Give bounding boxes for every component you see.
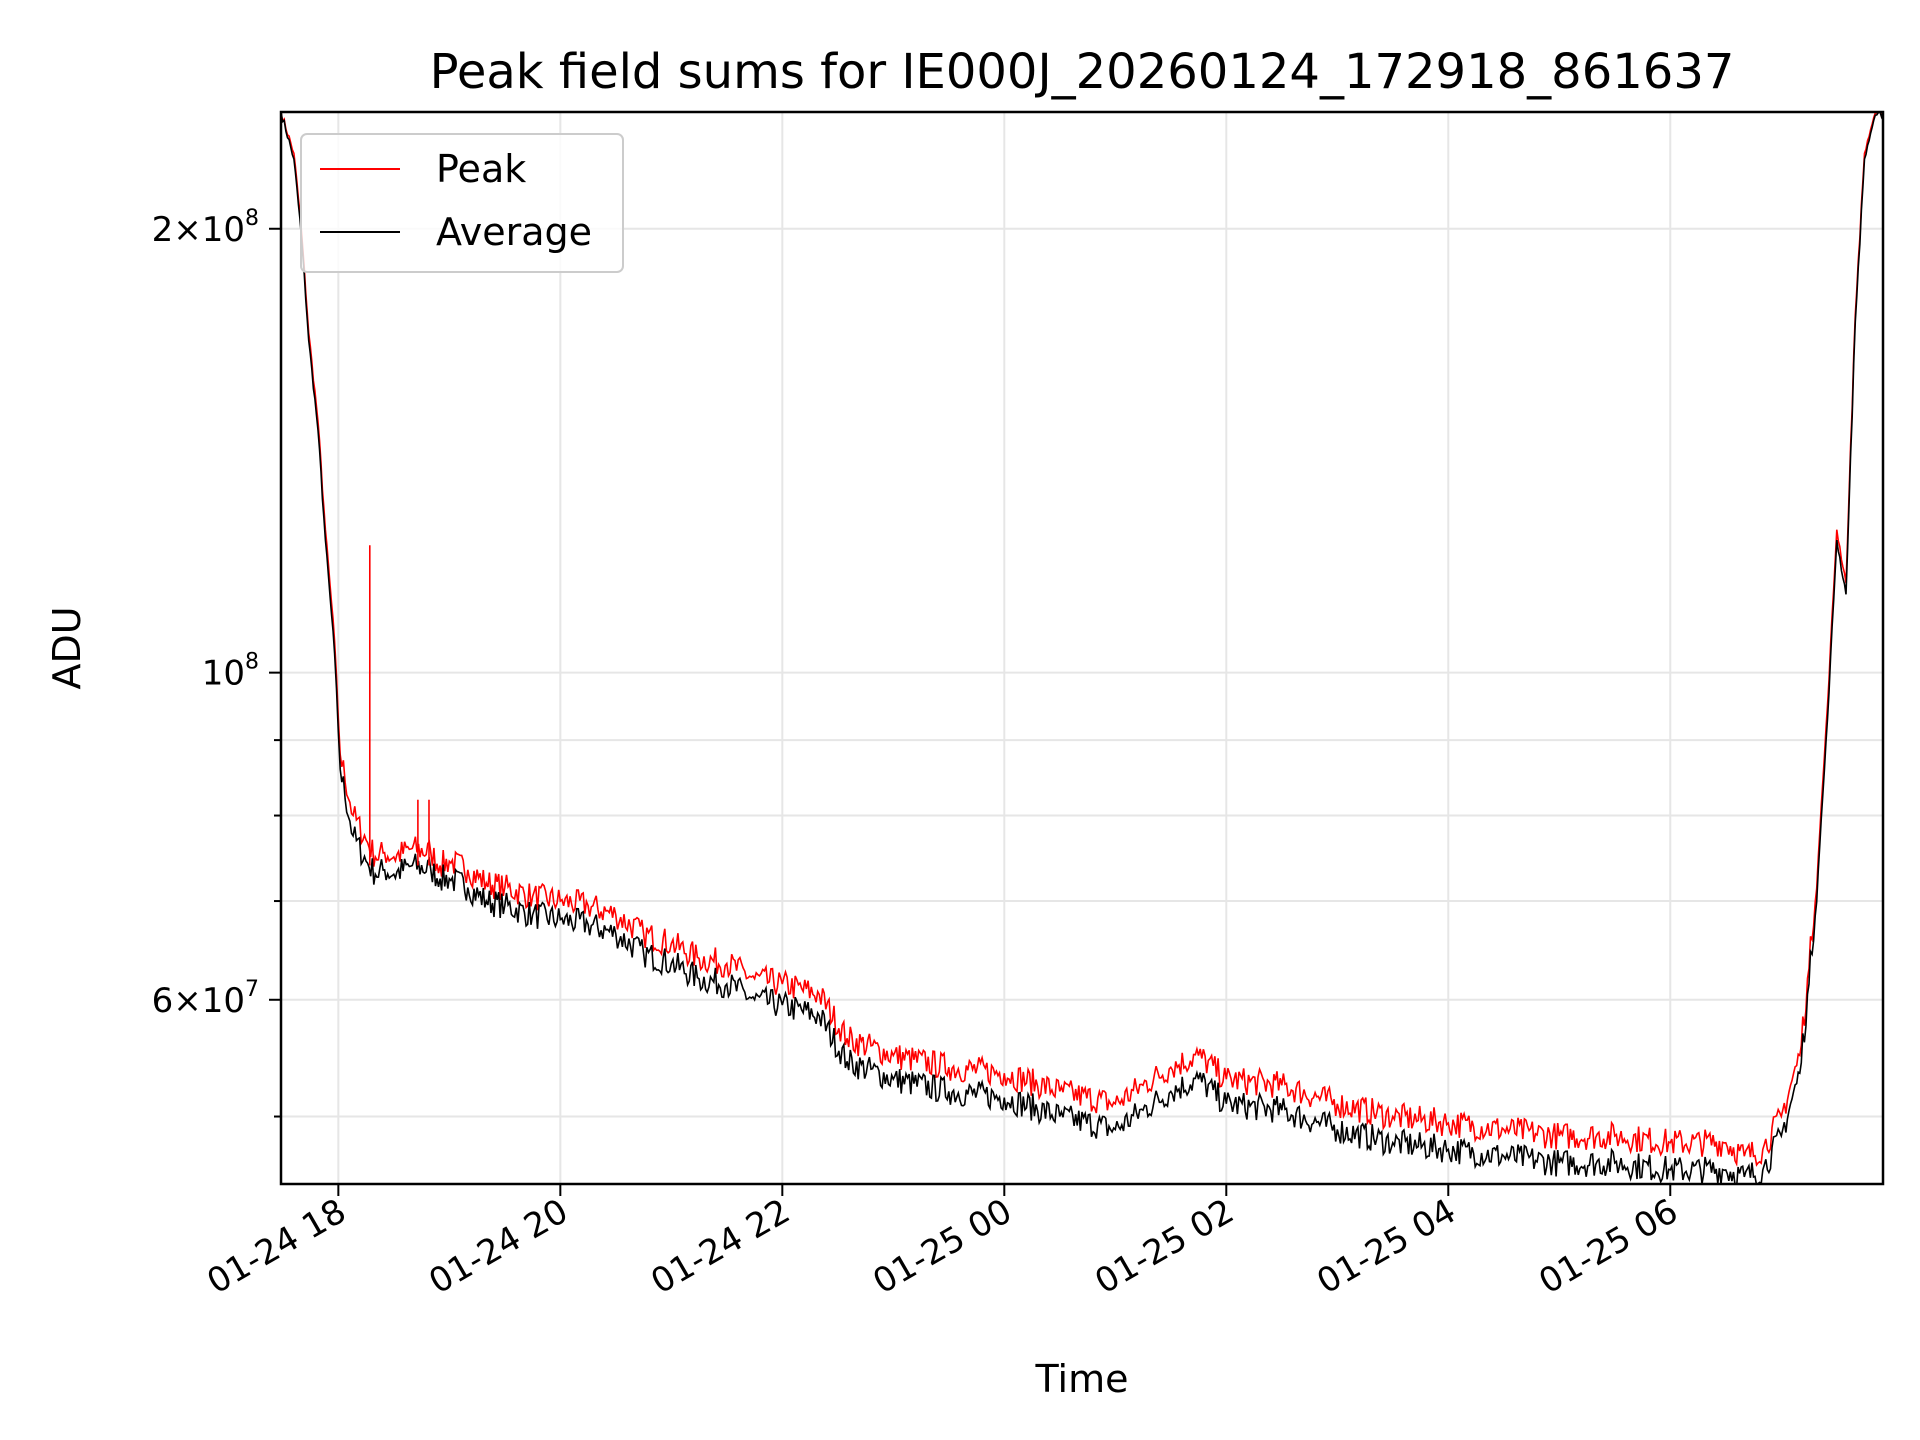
series-line-peak bbox=[281, 112, 1883, 1168]
plot-frame bbox=[279, 110, 1885, 1186]
legend-label-peak: Peak bbox=[436, 147, 526, 191]
y-tick-label: 6×107 bbox=[152, 977, 259, 1021]
x-axis-label: Time bbox=[1035, 1357, 1129, 1401]
y-tick-label: 2×108 bbox=[152, 206, 259, 250]
y-tick-label: 108 bbox=[202, 650, 259, 694]
series-line-average bbox=[281, 112, 1883, 1184]
legend: Peak Average bbox=[300, 133, 624, 273]
chart-title: Peak field sums for IE000J_20260124_1729… bbox=[430, 44, 1735, 100]
legend-label-average: Average bbox=[436, 210, 592, 254]
series-layer bbox=[281, 112, 1883, 1184]
y-axis-label: ADU bbox=[45, 606, 89, 689]
